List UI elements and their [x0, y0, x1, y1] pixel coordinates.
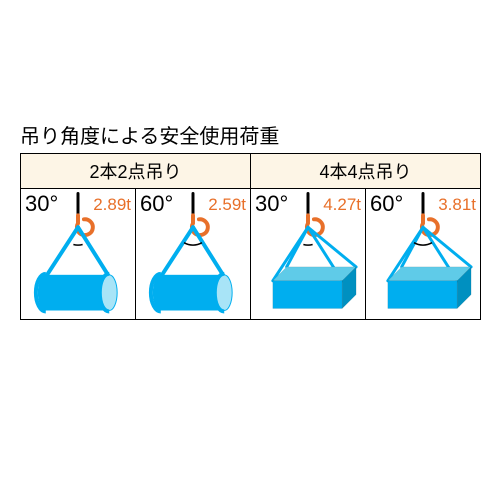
section-header: 4本4点吊り: [251, 154, 481, 189]
angle-label: 30°: [25, 191, 58, 217]
section-row: 30° 4.27t 60° 3.81t: [251, 189, 481, 320]
section-column: 4本4点吊り30° 4.27t 60° 3.81t: [251, 154, 481, 320]
load-value: 2.59t: [208, 195, 246, 215]
angle-label: 30°: [255, 191, 288, 217]
angle-label: 60°: [370, 191, 403, 217]
load-cell: 30° 4.27t: [251, 189, 366, 320]
angle-label: 60°: [140, 191, 173, 217]
section-header: 2本2点吊り: [21, 154, 251, 189]
page-title: 吊り角度による安全使用荷重: [20, 120, 480, 149]
load-value: 3.81t: [438, 195, 476, 215]
section-column: 2本2点吊り30° 2.89t 60° 2.59t: [21, 154, 251, 320]
section-row: 30° 2.89t 60° 2.59t: [21, 189, 251, 320]
load-value: 2.89t: [93, 195, 131, 215]
load-cell: 60° 2.59t: [136, 189, 251, 320]
load-cell: 60° 3.81t: [366, 189, 481, 320]
load-cell: 30° 2.89t: [21, 189, 136, 320]
load-table: 2本2点吊り30°2.89t60°2.59t4本4点吊り30°4.27t60°3…: [20, 153, 481, 320]
load-value: 4.27t: [323, 195, 361, 215]
